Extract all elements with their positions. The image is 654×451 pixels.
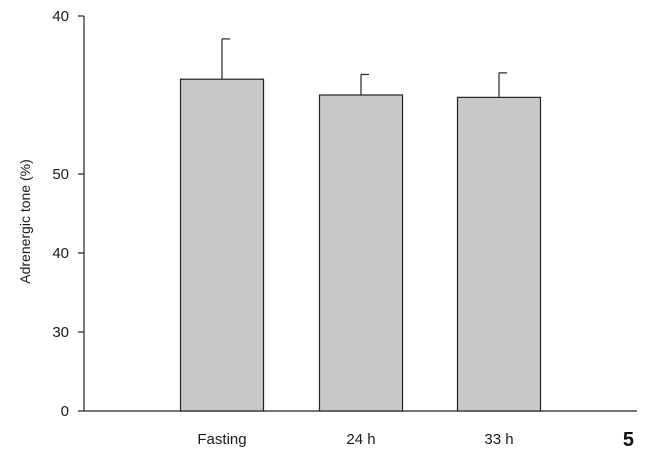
y-tick-label: 40 bbox=[52, 245, 69, 262]
x-axis: Fasting 24 h 33 h bbox=[84, 410, 637, 448]
y-tick-label: 50 bbox=[52, 166, 69, 183]
bar-24-h bbox=[318, 94, 404, 412]
y-axis: 0 30 40 50 40 bbox=[52, 8, 85, 420]
x-tick-label: Fasting bbox=[197, 431, 246, 448]
bars bbox=[179, 78, 542, 412]
error-bars bbox=[221, 38, 507, 98]
x-tick-label: 33 h bbox=[484, 431, 513, 448]
y-tick-label: 40 bbox=[52, 8, 69, 25]
y-axis-title: Adrenergic tone (%) bbox=[17, 159, 33, 284]
panel-number: 5 bbox=[623, 429, 634, 451]
x-tick-label: 24 h bbox=[346, 431, 375, 448]
bar-fasting bbox=[179, 78, 265, 412]
y-tick-label: 30 bbox=[52, 324, 69, 341]
y-tick-label: 0 bbox=[61, 403, 69, 420]
bar-33-h bbox=[456, 96, 542, 412]
